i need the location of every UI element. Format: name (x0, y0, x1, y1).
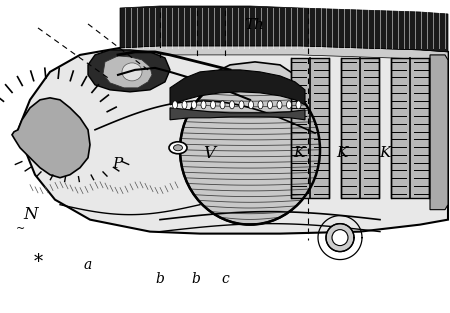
Polygon shape (12, 98, 90, 178)
Ellipse shape (267, 101, 273, 109)
Ellipse shape (332, 230, 348, 246)
Text: c: c (221, 272, 229, 286)
Text: ~: ~ (16, 224, 25, 234)
Text: alamy - RDG9Y4: alamy - RDG9Y4 (174, 295, 276, 308)
Ellipse shape (220, 101, 225, 109)
Ellipse shape (174, 145, 183, 151)
Text: Th: Th (244, 18, 264, 32)
Ellipse shape (169, 142, 187, 154)
Ellipse shape (122, 63, 142, 81)
Polygon shape (198, 62, 300, 125)
Ellipse shape (258, 101, 263, 109)
FancyBboxPatch shape (341, 58, 379, 198)
Ellipse shape (192, 101, 197, 109)
Polygon shape (170, 70, 305, 105)
FancyBboxPatch shape (391, 58, 429, 198)
Ellipse shape (230, 101, 234, 109)
Ellipse shape (211, 101, 216, 109)
Ellipse shape (239, 101, 244, 109)
Ellipse shape (180, 75, 320, 225)
Polygon shape (120, 6, 448, 52)
Text: N: N (23, 206, 38, 223)
Polygon shape (120, 46, 448, 61)
Ellipse shape (172, 101, 177, 109)
Polygon shape (170, 108, 305, 120)
Polygon shape (103, 56, 152, 88)
Text: K: K (336, 146, 348, 161)
Text: K: K (379, 146, 391, 161)
Polygon shape (88, 50, 170, 92)
Text: b: b (191, 272, 200, 286)
Ellipse shape (182, 101, 187, 109)
Ellipse shape (248, 101, 253, 109)
Ellipse shape (296, 101, 301, 109)
Ellipse shape (326, 223, 354, 252)
FancyBboxPatch shape (291, 58, 329, 198)
Ellipse shape (287, 101, 292, 109)
Text: a: a (84, 258, 92, 272)
Text: *: * (34, 253, 43, 271)
Ellipse shape (277, 101, 282, 109)
Text: P: P (112, 156, 122, 171)
Text: b: b (155, 272, 164, 286)
Polygon shape (430, 55, 448, 210)
Ellipse shape (201, 101, 206, 109)
Text: K: K (293, 146, 305, 161)
Polygon shape (18, 46, 448, 233)
Text: V: V (203, 145, 215, 162)
